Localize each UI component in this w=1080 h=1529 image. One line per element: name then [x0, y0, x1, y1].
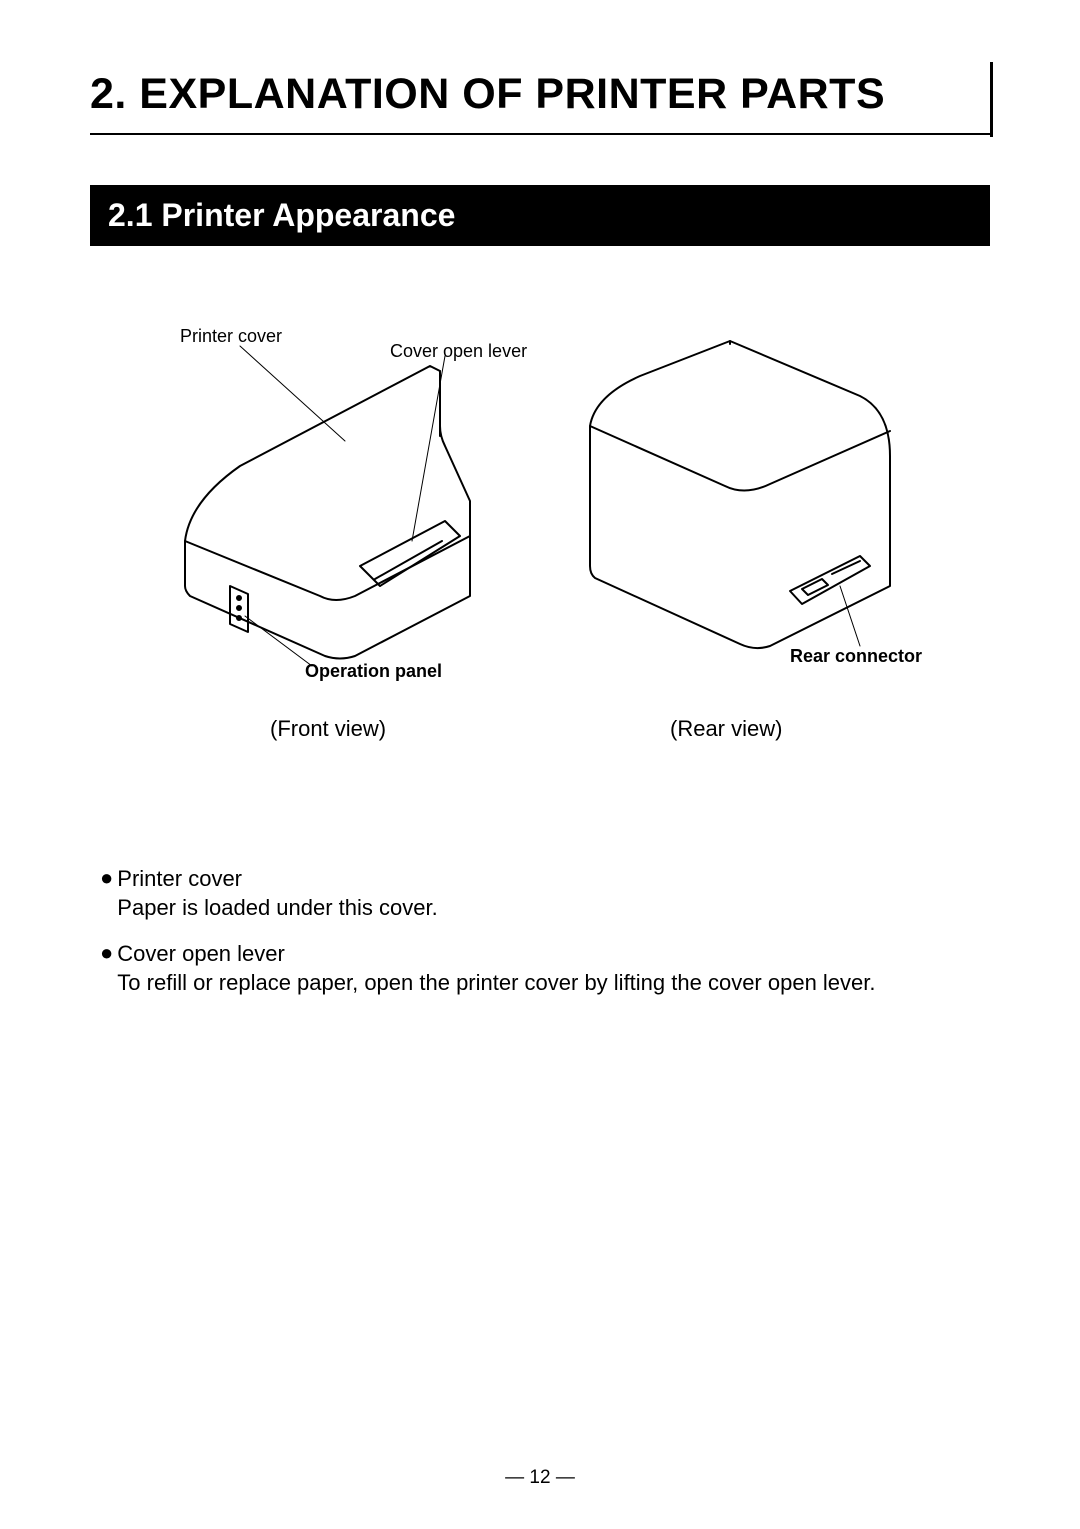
label-cover-open-lever: Cover open lever: [390, 341, 527, 362]
bullet-title: Cover open lever: [117, 941, 980, 967]
bullet-title: Printer cover: [117, 866, 980, 892]
figure-labels: Printer cover Cover open lever Operation…: [90, 286, 990, 746]
label-rear-connector: Rear connector: [790, 646, 922, 667]
label-printer-cover: Printer cover: [180, 326, 282, 347]
list-item: ● Cover open lever To refill or replace …: [100, 941, 980, 996]
chapter-title: 2. EXPLANATION OF PRINTER PARTS: [90, 70, 990, 135]
bullet-list: ● Printer cover Paper is loaded under th…: [90, 866, 990, 997]
bullet-description: Paper is loaded under this cover.: [117, 894, 980, 921]
bullet-icon: ●: [100, 866, 113, 890]
caption-rear-view: (Rear view): [670, 716, 782, 742]
printer-figure: Printer cover Cover open lever Operation…: [90, 286, 990, 746]
list-item: ● Printer cover Paper is loaded under th…: [100, 866, 980, 921]
page: 2. EXPLANATION OF PRINTER PARTS 2.1 Prin…: [0, 0, 1080, 1529]
caption-front-view: (Front view): [270, 716, 386, 742]
section-title-bar: 2.1 Printer Appearance: [90, 185, 990, 246]
label-operation-panel: Operation panel: [305, 661, 442, 682]
bullet-icon: ●: [100, 941, 113, 965]
page-number: — 12 —: [0, 1467, 1080, 1489]
bullet-description: To refill or replace paper, open the pri…: [117, 969, 980, 996]
